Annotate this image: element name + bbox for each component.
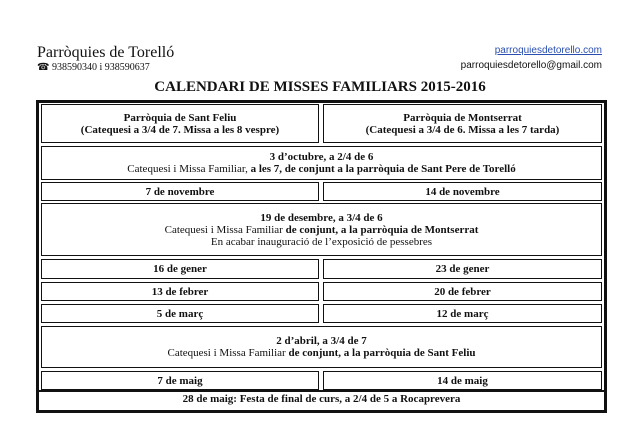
- email-address: parroquiesdetorello@gmail.com: [460, 60, 602, 71]
- description-bold: de conjunt, a la parròquia de Montserrat: [285, 223, 479, 236]
- parish-schedule: (Catequesi a 3/4 de 6. Missa a les 7 tar…: [365, 123, 560, 136]
- calendar-table: [36, 100, 607, 413]
- date-right: 14 de maig: [323, 371, 602, 390]
- event-date: 2 d’abril, a 3/4 de 7: [276, 335, 367, 347]
- date-right: 23 de gener: [323, 259, 602, 279]
- event-description: Catequesi i Missa Familiar de conjunt, a…: [167, 347, 475, 359]
- description-normal: Catequesi i Missa Familiar: [167, 347, 289, 359]
- parish-schedule: (Catequesi a 3/4 de 7. Missa a les 8 ves…: [80, 123, 280, 136]
- parish-name: Parròquia de Montserrat: [403, 111, 522, 124]
- final-event: 28 de maig: Festa de final de curs, a 2/…: [182, 393, 461, 405]
- website-link[interactable]: parroquiesdetorello.com: [494, 45, 602, 56]
- date-left: 7 de novembre: [41, 182, 319, 201]
- parish-name: Parròquia de Sant Feliu: [123, 111, 237, 124]
- date-left: 16 de gener: [41, 259, 319, 279]
- date-right: 20 de febrer: [323, 282, 602, 301]
- description-normal: Catequesi i Missa Familiar,: [127, 163, 251, 175]
- event-note: En acabar inauguració de l’exposició de …: [210, 235, 433, 248]
- date-right: 12 de març: [323, 304, 602, 323]
- row-divider: [39, 390, 604, 392]
- row-april: 2 d’abril, a 3/4 de 7 Catequesi i Missa …: [41, 326, 602, 368]
- event-date: 19 de desembre, a 3/4 de 6: [260, 211, 383, 224]
- date-left: 5 de març: [41, 304, 319, 323]
- page-title: CALENDARI DE MISSES FAMILIARS 2015-2016: [154, 79, 486, 95]
- description-normal: Catequesi i Missa Familiar: [164, 223, 286, 236]
- row-october: 3 d’octubre, a 2/4 de 6 Catequesi i Miss…: [41, 146, 602, 180]
- header-montserrat: Parròquia de Montserrat (Catequesi a 3/4…: [323, 104, 602, 143]
- description-bold: de conjunt, a la parròquia de Sant Feliu: [288, 347, 476, 359]
- phone-line: ☎ 938590340 i 938590637: [37, 62, 150, 73]
- header-sant-feliu: Parròquia de Sant Feliu (Catequesi a 3/4…: [41, 104, 319, 143]
- row-december: 19 de desembre, a 3/4 de 6 Catequesi i M…: [41, 203, 602, 256]
- event-description: Catequesi i Missa Familiar, a les 7, de …: [127, 163, 515, 175]
- date-left: 13 de febrer: [41, 282, 319, 301]
- phone-numbers: 938590340 i 938590637: [51, 62, 150, 73]
- event-date: 3 d’octubre, a 2/4 de 6: [269, 151, 374, 163]
- date-right: 14 de novembre: [323, 182, 602, 201]
- date-left: 7 de maig: [41, 371, 319, 390]
- event-description: Catequesi i Missa Familiar de conjunt, a…: [165, 224, 479, 236]
- telephone-icon: ☎: [37, 62, 50, 73]
- organization-name: Parròquies de Torelló: [37, 44, 175, 61]
- description-bold: a les 7, de conjunt a la parròquia de Sa…: [250, 163, 516, 175]
